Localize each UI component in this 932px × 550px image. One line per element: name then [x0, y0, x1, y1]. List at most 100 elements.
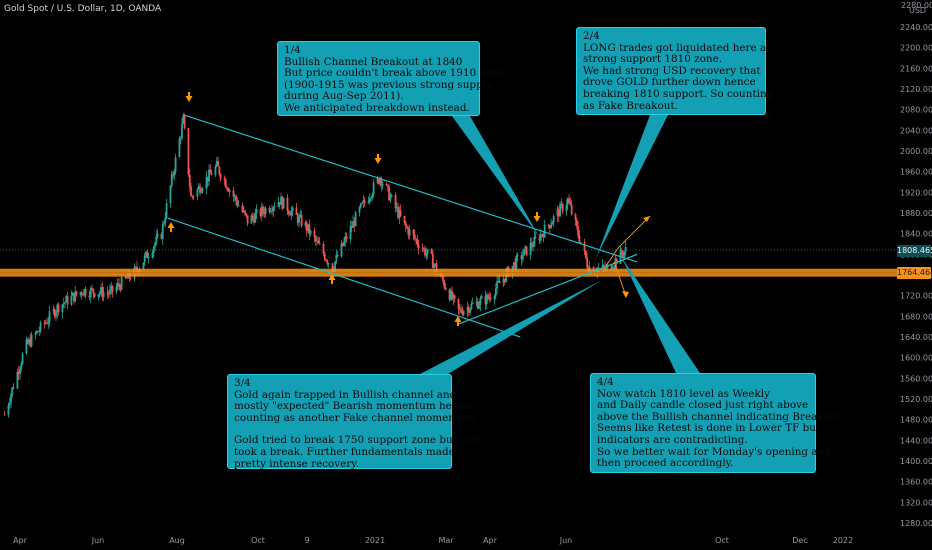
projection-up-arrowhead-icon [643, 216, 650, 222]
candle-body [280, 196, 282, 205]
candle-body [569, 202, 572, 206]
candle-body [370, 197, 372, 199]
candle-body [541, 234, 543, 236]
candle-body [151, 252, 154, 258]
candle-body [181, 123, 183, 138]
price-axis: 2280.000USD 2240.000 2200.000 2160.000 2120.… [900, 1, 932, 528]
axis-currency-label: USD [909, 6, 926, 15]
candle-body [550, 224, 552, 228]
candle-body [7, 405, 10, 415]
candle-body [219, 174, 222, 179]
callout-pointer [452, 116, 540, 238]
callout-pointer [596, 115, 668, 258]
callout-line: Bullish Channel Breakout at 1840 [284, 55, 463, 68]
candle-body [291, 207, 294, 211]
candle-body [493, 295, 496, 300]
candle-body [124, 277, 127, 279]
candle-body [452, 295, 455, 300]
candle-body [359, 203, 362, 208]
price-tick-label: 2160.000 [900, 64, 932, 73]
candle-body [570, 205, 573, 215]
candle-body [82, 294, 84, 296]
price-tick-label: 2200.000 [900, 44, 932, 53]
candle-body [379, 178, 381, 184]
candle-body [578, 235, 581, 243]
callout-line: 3/4 [234, 377, 251, 389]
candle-body [532, 246, 534, 248]
candle-body [385, 183, 388, 186]
callout-line: mostly "expected" Bearish momentum hence [234, 400, 471, 413]
candle-body [353, 221, 356, 227]
candle-body [57, 304, 60, 313]
candle-body [601, 265, 604, 268]
candle-body [263, 211, 266, 215]
candle-body [307, 224, 309, 231]
swing-low-arrow-icon [167, 222, 175, 232]
candle-body [325, 259, 327, 261]
candle-body [605, 267, 608, 271]
time-tick-label: Dec [792, 536, 807, 545]
price-tick-label: 1920.000 [900, 188, 932, 197]
candle-body [66, 296, 69, 305]
price-tick-label: 1480.000 [900, 416, 932, 425]
candle-body [305, 222, 308, 231]
candle-body [26, 339, 29, 344]
callout-pointer [622, 258, 700, 373]
candle-body [192, 196, 195, 198]
candle-body [187, 128, 190, 175]
candle-body [615, 258, 618, 264]
candle-body [255, 209, 258, 214]
candle-body [55, 312, 57, 317]
candle-body [354, 212, 357, 227]
callout-line: strong support 1810 zone. [583, 53, 723, 66]
candle-body [286, 197, 289, 212]
candle-body [349, 226, 352, 240]
candle-body [443, 281, 446, 288]
candle-body [273, 206, 276, 208]
candle-body [448, 289, 451, 300]
candle-body [154, 243, 156, 248]
callout-line: 1/4 [284, 44, 301, 56]
candle-body [502, 278, 505, 284]
candle-body [417, 244, 420, 249]
candle-body [314, 237, 317, 241]
candle-body [10, 394, 12, 403]
candle-body [251, 215, 254, 218]
candle-body [478, 305, 480, 309]
candle-body [565, 204, 568, 212]
candle-body [476, 301, 479, 309]
projection-down-path [613, 261, 627, 297]
callout-line: and Daily candle closed just right above [597, 399, 809, 412]
candle-body [416, 239, 419, 245]
candle-body [25, 339, 28, 354]
candle-body [97, 294, 100, 297]
candle-body [516, 255, 519, 257]
candle-body [559, 203, 561, 217]
candle-body [556, 209, 559, 216]
candle-body [35, 331, 38, 334]
candle-body [561, 203, 564, 212]
candle-body [145, 251, 147, 256]
candle-body [407, 228, 410, 236]
candle-body [331, 263, 334, 272]
candle-body [200, 191, 203, 193]
candle-body [622, 254, 625, 257]
candle-body [19, 368, 21, 374]
candle-body [61, 304, 64, 313]
candle-body [295, 207, 298, 215]
swing-high-arrow-icon [185, 92, 193, 102]
price-tick-label: 1880.000 [900, 209, 932, 218]
candle-body [169, 185, 172, 204]
candle-body [188, 174, 191, 187]
candle-body [161, 224, 164, 239]
candle-body [430, 249, 433, 254]
candle-body [586, 257, 588, 268]
candle-body [568, 198, 570, 203]
candle-body [143, 255, 146, 263]
candle-body [304, 222, 307, 227]
candle-body [434, 263, 437, 265]
time-tick-label: Apr [13, 536, 28, 545]
candle-body [48, 311, 51, 322]
price-tick-label: 1600.000 [900, 354, 932, 363]
candle-body [80, 292, 83, 295]
